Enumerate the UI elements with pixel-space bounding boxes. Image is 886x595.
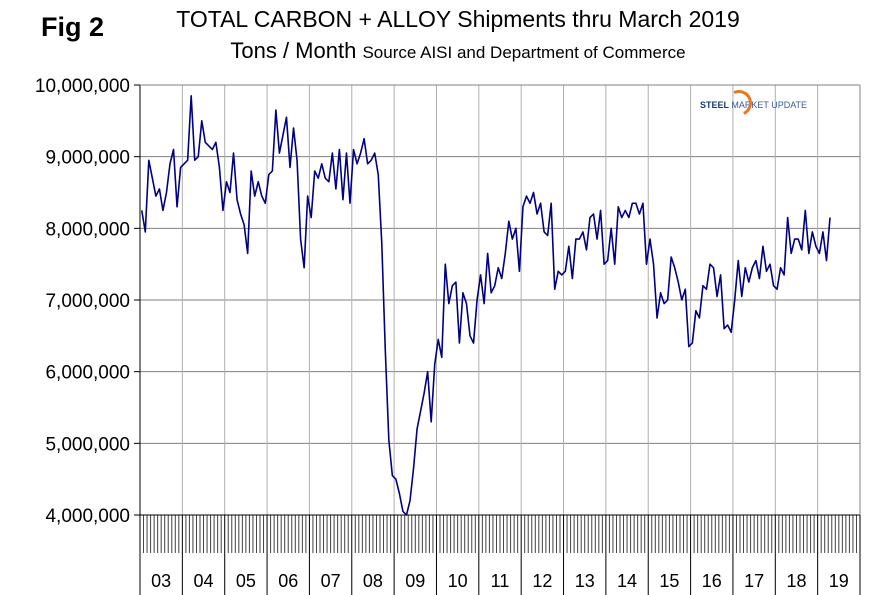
- axis-layer: 4,000,000 5,000,000 6,000,000 7,000,000 8,00…: [35, 76, 861, 595]
- series-line: [140, 94, 831, 516]
- grid-layer: [139, 84, 861, 516]
- chart-title: TOTAL CARBON + ALLOY Shipments thru Marc…: [176, 6, 740, 32]
- y-tick-label: 9,000,000: [45, 148, 130, 169]
- x-category-label: 15: [659, 571, 679, 591]
- y-tick-label: 7,000,000: [45, 291, 130, 312]
- x-category-label: 09: [405, 571, 425, 591]
- x-category-label: 10: [448, 571, 468, 591]
- x-category-label: 03: [151, 571, 171, 591]
- x-category-label: 06: [278, 571, 298, 591]
- x-category-label: 08: [363, 571, 383, 591]
- logo-text-market-update: MARKET UPDATE: [731, 100, 808, 110]
- y-tick-label: 10,000,000: [35, 76, 130, 97]
- y-tick-label: 8,000,000: [45, 219, 130, 240]
- x-category-label: 17: [744, 571, 764, 591]
- x-category-label: 18: [786, 571, 806, 591]
- x-category-label: 19: [829, 571, 849, 591]
- x-category-label: 05: [236, 571, 256, 591]
- logo-text-steel: STEEL: [700, 100, 729, 110]
- plot-layer: [140, 94, 831, 516]
- x-category-label: 13: [575, 571, 595, 591]
- x-category-label: 16: [702, 571, 722, 591]
- y-tick-label: 4,000,000: [45, 506, 130, 527]
- chart-subtitle: Tons / Month Source AISI and Department …: [0, 38, 886, 64]
- x-category-label: 14: [617, 571, 637, 591]
- y-tick-label: 6,000,000: [45, 363, 130, 384]
- x-category-label: 11: [491, 571, 510, 591]
- y-tick-label: 5,000,000: [45, 434, 130, 455]
- subtitle-source: Source AISI and Department of Commerce: [362, 43, 686, 62]
- figure-label: Fig 2: [41, 12, 105, 42]
- steel-market-update-logo: STEEL MARKET UPDATE: [700, 86, 808, 120]
- x-category-label: 04: [194, 571, 214, 591]
- x-category-label: 12: [532, 571, 552, 591]
- subtitle-main: Tons / Month: [230, 38, 357, 63]
- x-category-label: 07: [321, 571, 341, 591]
